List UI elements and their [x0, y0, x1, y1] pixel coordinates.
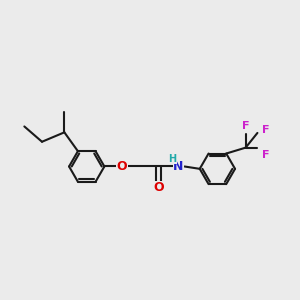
Text: O: O	[117, 160, 128, 173]
Text: F: F	[262, 125, 269, 135]
Text: O: O	[153, 181, 164, 194]
Text: H: H	[169, 154, 177, 164]
Text: N: N	[173, 160, 184, 173]
Text: F: F	[242, 122, 249, 131]
Text: F: F	[262, 150, 269, 160]
